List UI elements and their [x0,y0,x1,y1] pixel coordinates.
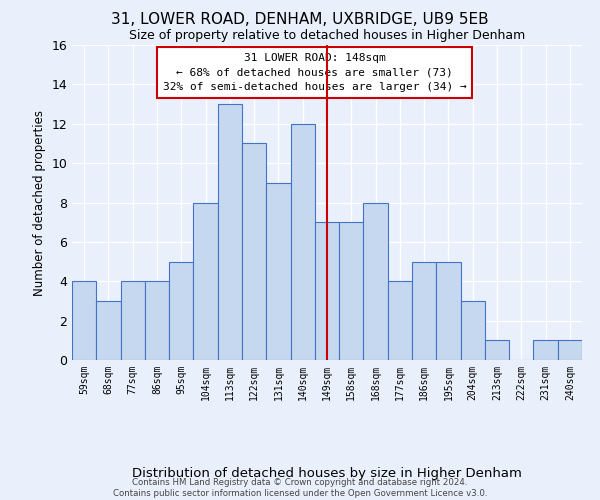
Bar [485,340,509,360]
Y-axis label: Number of detached properties: Number of detached properties [33,110,46,296]
Bar [242,144,266,360]
Bar [266,183,290,360]
Bar [72,281,96,360]
Bar [412,262,436,360]
Bar [364,202,388,360]
Bar [145,281,169,360]
Title: Size of property relative to detached houses in Higher Denham: Size of property relative to detached ho… [129,30,525,43]
Text: 31 LOWER ROAD: 148sqm
← 68% of detached houses are smaller (73)
32% of semi-deta: 31 LOWER ROAD: 148sqm ← 68% of detached … [163,53,467,92]
Bar [315,222,339,360]
Text: Contains HM Land Registry data © Crown copyright and database right 2024.
Contai: Contains HM Land Registry data © Crown c… [113,478,487,498]
Bar [193,202,218,360]
Bar [169,262,193,360]
Text: 31, LOWER ROAD, DENHAM, UXBRIDGE, UB9 5EB: 31, LOWER ROAD, DENHAM, UXBRIDGE, UB9 5E… [111,12,489,28]
Bar [218,104,242,360]
Bar [290,124,315,360]
Bar [96,301,121,360]
Bar [533,340,558,360]
X-axis label: Distribution of detached houses by size in Higher Denham: Distribution of detached houses by size … [132,467,522,480]
Bar [436,262,461,360]
Bar [388,281,412,360]
Bar [121,281,145,360]
Bar [461,301,485,360]
Bar [558,340,582,360]
Bar [339,222,364,360]
